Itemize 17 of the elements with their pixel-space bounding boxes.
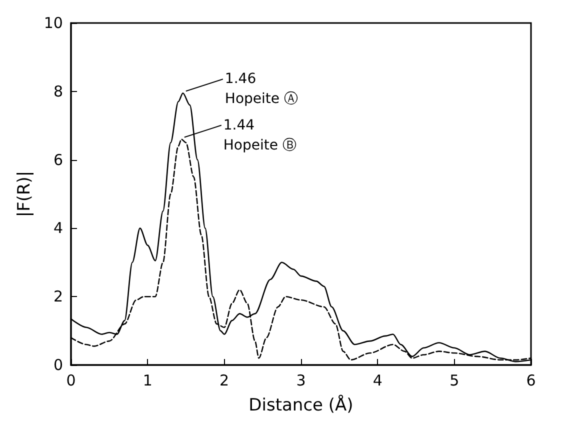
x-tick-label: 1	[142, 372, 152, 390]
y-tick-label: 6	[53, 150, 63, 169]
annotation: 1.46 Hopeite Ⓐ	[224, 71, 298, 108]
x-tick-label: 5	[450, 372, 460, 390]
y-tick-label: 4	[53, 219, 63, 238]
y-axis-title: |F(R)|	[14, 170, 34, 218]
x-tick-label: 3	[296, 372, 306, 390]
y-tick-label: 8	[53, 82, 63, 100]
x-tick-label: 2	[220, 372, 230, 390]
x-tick-label: 0	[66, 372, 76, 390]
x-tick-label: 6	[526, 372, 536, 390]
annotation: 1.44 Hopeite Ⓑ	[223, 117, 296, 154]
x-axis-title: Distance (Å)	[248, 394, 354, 416]
y-tick-label: 10	[44, 14, 63, 32]
y-tick-label: 2	[53, 288, 63, 306]
x-tick-label: 4	[372, 372, 382, 390]
y-tick-label: 0	[53, 356, 63, 374]
